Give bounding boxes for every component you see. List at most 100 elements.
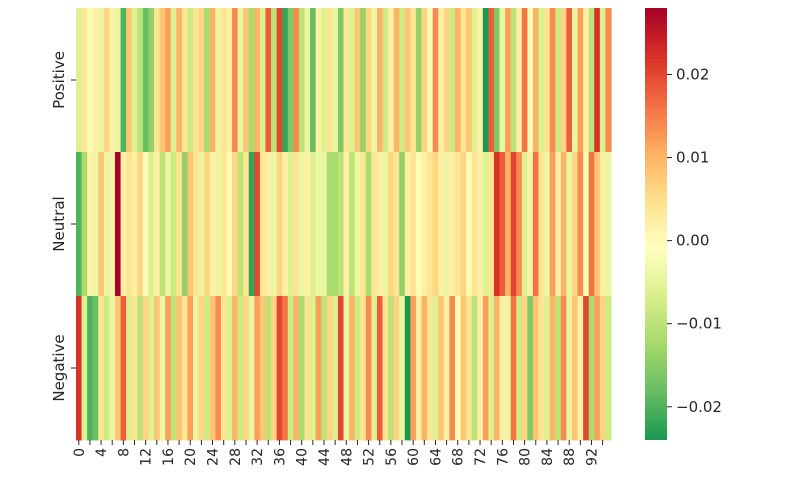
x-tick-label: 0 [72, 448, 88, 457]
heatmap-cell [599, 8, 607, 153]
heatmap-cell [170, 296, 177, 441]
heatmap-cell [76, 296, 83, 441]
heatmap-cell [109, 152, 116, 297]
heatmap-cell [594, 152, 601, 297]
heatmap-cell [443, 296, 450, 441]
heatmap-cell [544, 296, 551, 441]
heatmap-cell [259, 152, 267, 297]
heatmap-cell [532, 296, 540, 441]
heatmap-cell [393, 8, 400, 153]
x-tick-label: 84 [540, 448, 556, 466]
heatmap-cells [76, 8, 612, 441]
heatmap-cell [388, 152, 395, 297]
heatmap-cell [215, 296, 222, 441]
x-tick-label: 60 [406, 448, 422, 466]
heatmap-cell [555, 152, 562, 297]
heatmap-cell [560, 152, 568, 297]
heatmap-cell [142, 8, 150, 153]
heatmap-cell [599, 296, 607, 441]
heatmap-cell [176, 152, 183, 297]
heatmap-cell [310, 152, 317, 297]
heatmap-cell [360, 152, 367, 297]
heatmap-cell [103, 152, 111, 297]
heatmap-cell [365, 296, 372, 441]
heatmap-cell [605, 8, 612, 153]
x-tick-label: 36 [272, 448, 288, 466]
x-tick-label: 56 [384, 448, 400, 466]
heatmap-cell [131, 8, 138, 153]
heatmap-cell [103, 296, 111, 441]
heatmap-cell [376, 296, 384, 441]
heatmap-cell [349, 8, 356, 153]
x-tick-label: 72 [473, 448, 489, 466]
heatmap-cell [287, 296, 294, 441]
x-tick-label: 12 [139, 448, 155, 466]
heatmap-cell [109, 8, 116, 153]
heatmap-cell [276, 296, 283, 441]
heatmap-cell [538, 152, 545, 297]
heatmap-cell [438, 8, 445, 153]
heatmap-cell [165, 8, 172, 153]
heatmap-cell [321, 152, 328, 297]
heatmap-cell [198, 8, 205, 153]
heatmap-cell [427, 152, 434, 297]
colorbar-tick-label: −0.01 [676, 315, 722, 333]
heatmap-cell [482, 8, 489, 153]
heatmap-cell [154, 296, 161, 441]
heatmap-cell [326, 296, 333, 441]
heatmap-cell [594, 296, 601, 441]
heatmap-cell [176, 296, 183, 441]
heatmap-cell [271, 152, 278, 297]
heatmap-cell [198, 296, 205, 441]
x-tick-label: 16 [161, 448, 177, 466]
heatmap-cell [98, 152, 105, 297]
heatmap-cell [488, 152, 495, 297]
heatmap-cell [154, 8, 161, 153]
colorbar [645, 8, 667, 440]
heatmap-cell [181, 8, 189, 153]
heatmap-cell [577, 296, 584, 441]
heatmap-cell [443, 8, 450, 153]
colorbar-tick-label: 0.01 [676, 149, 709, 167]
heatmap-cell [92, 296, 99, 441]
heatmap-cell [354, 296, 361, 441]
heatmap-cell [254, 8, 261, 153]
heatmap-cell [427, 296, 434, 441]
y-tick-label: Negative [50, 334, 68, 401]
heatmap-cell [271, 296, 278, 441]
heatmap-cell [449, 8, 456, 153]
heatmap-cell [354, 152, 361, 297]
heatmap-cell [349, 152, 356, 297]
heatmap-cell [505, 152, 512, 297]
heatmap-cell [571, 8, 579, 153]
heatmap-cell [243, 8, 250, 153]
heatmap-cell [365, 8, 372, 153]
heatmap-cell [427, 8, 434, 153]
heatmap-cell [521, 296, 528, 441]
heatmap-cell [187, 152, 194, 297]
heatmap-cell [583, 296, 590, 441]
heatmap-cell [566, 8, 573, 153]
colorbar-tick-label: −0.02 [676, 398, 722, 416]
heatmap-cell [577, 152, 584, 297]
heatmap-cell [204, 8, 211, 153]
heatmap-cell [148, 152, 155, 297]
heatmap-cell [371, 296, 378, 441]
heatmap-cell [92, 152, 99, 297]
heatmap-cell [477, 8, 484, 153]
heatmap-cell [588, 296, 595, 441]
heatmap-cell [516, 152, 523, 297]
heatmap-cell [137, 8, 144, 153]
heatmap-cell [349, 296, 356, 441]
heatmap-cell [120, 296, 127, 441]
heatmap-cell [165, 296, 172, 441]
heatmap-cell [165, 152, 172, 297]
x-axis-ticks: 0 4 8 12 16 20 24 28 32 36 40 44 48 52 56 60 64 68 72 76 80 8… [72, 440, 604, 466]
heatmap-cell [131, 296, 138, 441]
heatmap-cell [103, 8, 111, 153]
heatmap-cell [555, 8, 562, 153]
heatmap-cell [577, 8, 584, 153]
heatmap-cell [98, 8, 105, 153]
heatmap-cell [599, 152, 607, 297]
heatmap-cell [81, 152, 88, 297]
